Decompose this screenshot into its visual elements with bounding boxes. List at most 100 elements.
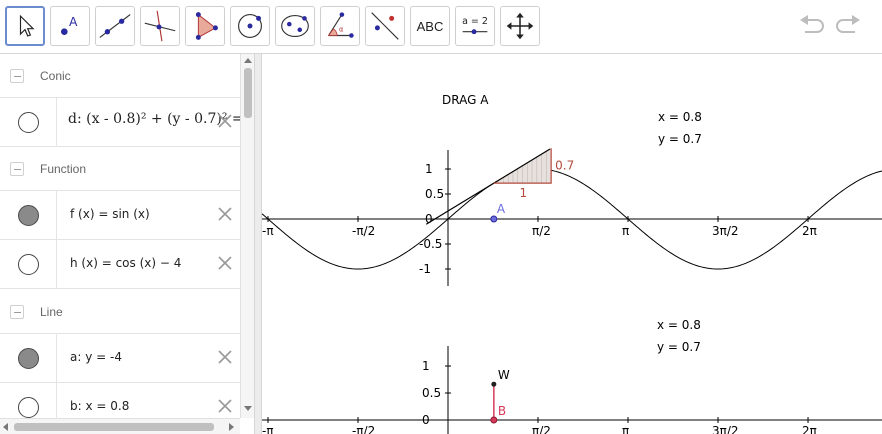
x-tick-label: π — [622, 224, 629, 238]
algebra-expression[interactable]: b: x = 0.8 — [70, 399, 130, 413]
x-ticks: -π -π/2 π/2 π 3π/2 2π — [262, 417, 817, 434]
y-readout: y = 0.7 — [658, 132, 702, 146]
marble-cell — [0, 98, 57, 146]
group-label: Function — [40, 162, 87, 176]
algebra-expression[interactable]: h (x) = cos (x) − 4 — [70, 256, 182, 270]
marble-cell — [0, 191, 57, 239]
arrow-cursor-icon — [19, 14, 35, 37]
algebra-vertical-scrollbar[interactable] — [240, 54, 254, 418]
scroll-left-icon[interactable] — [3, 423, 8, 431]
perpendicular-line-icon — [144, 10, 176, 42]
visibility-toggle[interactable] — [18, 397, 39, 418]
redo-button[interactable] — [833, 12, 863, 40]
point-tool-button[interactable]: A — [50, 6, 90, 46]
reflect-about-line-icon — [371, 12, 399, 40]
top-graph: x = 0.8 y = 0.7 -π -π/2 π/2 π 3π/2 2π 1 0.5 0 -0… — [262, 110, 882, 286]
algebra-item-f[interactable]: f (x) = sin (x) — [0, 191, 240, 240]
point-b-label: B — [498, 404, 506, 418]
text-tool-button[interactable]: ABC — [410, 6, 450, 46]
algebra-item-d[interactable]: d: (x - 0.8)² + (y - 0.7)² = 2 — [0, 98, 240, 147]
slope-triangle-hatch — [498, 151, 547, 184]
y-tick-label: 1 — [422, 359, 430, 373]
marble-cell — [0, 240, 57, 288]
x-tick-label: π — [622, 424, 629, 434]
point-w-label: W — [498, 368, 510, 382]
collapse-line-button[interactable] — [10, 305, 24, 319]
x-tick-label: 3π/2 — [712, 224, 739, 238]
view-splitter[interactable] — [254, 54, 262, 434]
slider-icon: a = 2 — [462, 16, 488, 35]
x-tick-label: -π/2 — [352, 224, 375, 238]
algebra-expression[interactable]: a: y = -4 — [70, 350, 122, 364]
scroll-thumb[interactable] — [244, 68, 252, 118]
slope-triangle-legs — [493, 148, 552, 184]
y-ticks: 10.50 — [422, 359, 451, 427]
polygon-tool-button[interactable] — [185, 6, 225, 46]
angle-tool-button[interactable]: α — [320, 6, 360, 46]
algebra-item-h[interactable]: h (x) = cos (x) − 4 — [0, 240, 240, 289]
algebra-view: Conic d: (x - 0.8)² + (y - 0.7)² = 2 Fun… — [0, 54, 240, 418]
collapse-function-button[interactable] — [10, 162, 24, 176]
scroll-right-icon[interactable] — [229, 423, 234, 431]
group-function[interactable]: Function — [0, 147, 240, 191]
delete-icon[interactable] — [217, 113, 233, 129]
algebra-item-b[interactable]: b: x = 0.8 — [0, 383, 240, 418]
undo-button[interactable] — [797, 12, 827, 40]
circle-center-point-icon — [238, 14, 262, 38]
collapse-conic-button[interactable] — [10, 69, 24, 83]
delete-icon[interactable] — [217, 255, 233, 271]
visibility-toggle[interactable] — [18, 112, 39, 133]
y-readout: y = 0.7 — [657, 340, 701, 354]
drag-instruction-text: DRAG A — [442, 93, 489, 107]
x-tick-label: -π — [262, 424, 274, 434]
visibility-toggle[interactable] — [18, 205, 39, 226]
algebra-expression[interactable]: d: (x - 0.8)² + (y - 0.7)² = 2 — [68, 111, 240, 127]
svg-text:α: α — [339, 26, 344, 34]
point-w[interactable] — [491, 381, 497, 387]
graphics-view[interactable]: DRAG A x = 0.8 y = 0.7 -π -π/2 π/2 π 3π/2 2π … — [262, 54, 882, 434]
line-tool-button[interactable] — [95, 6, 135, 46]
x-tick-label: 3π/2 — [712, 424, 739, 434]
group-line[interactable]: Line — [0, 290, 240, 334]
delete-icon[interactable] — [217, 206, 233, 222]
ellipse-tool-button[interactable] — [275, 6, 315, 46]
algebra-item-a[interactable]: a: y = -4 — [0, 334, 240, 383]
y-tick-label: 0 — [425, 212, 433, 226]
algebra-horizontal-scrollbar[interactable] — [0, 418, 240, 434]
x-tick-label: π/2 — [532, 224, 551, 238]
marble-cell — [0, 383, 57, 418]
scroll-up-icon[interactable] — [244, 58, 252, 63]
point-a[interactable] — [490, 215, 498, 223]
scroll-thumb[interactable] — [14, 423, 214, 431]
circle-center-point-tool-button[interactable] — [230, 6, 270, 46]
scroll-down-icon[interactable] — [244, 406, 252, 411]
slider-tool-button[interactable]: a = 2 — [455, 6, 495, 46]
svg-text:a = 2: a = 2 — [462, 16, 488, 27]
x-tick-label: -π/2 — [352, 424, 375, 434]
move-tool-button[interactable] — [5, 6, 45, 46]
group-conic[interactable]: Conic — [0, 54, 240, 98]
slope-run-label: 1 — [519, 186, 527, 200]
visibility-toggle[interactable] — [18, 348, 39, 369]
point-a-icon: A — [60, 15, 78, 36]
graphics-canvas[interactable]: DRAG A x = 0.8 y = 0.7 -π -π/2 π/2 π 3π/2 2π … — [262, 54, 882, 434]
reflect-tool-button[interactable] — [365, 6, 405, 46]
delete-icon[interactable] — [217, 349, 233, 365]
x-tick-label: 2π — [802, 224, 817, 238]
redo-icon — [836, 15, 860, 33]
move-graphics-icon — [506, 12, 534, 40]
visibility-toggle[interactable] — [18, 254, 39, 275]
point-b[interactable] — [490, 416, 498, 424]
sine-curve — [262, 168, 882, 270]
algebra-expression[interactable]: f (x) = sin (x) — [70, 207, 150, 221]
move-graphics-view-tool-button[interactable] — [500, 6, 540, 46]
point-a-label: A — [497, 202, 506, 216]
delete-icon[interactable] — [217, 398, 233, 414]
x-tick-label: 2π — [802, 424, 817, 434]
x-tick-label: π/2 — [532, 424, 551, 434]
text-icon: ABC — [416, 18, 444, 34]
undo-icon — [800, 15, 824, 33]
y-tick-label: 0.5 — [425, 187, 444, 201]
perpendicular-line-tool-button[interactable] — [140, 6, 180, 46]
